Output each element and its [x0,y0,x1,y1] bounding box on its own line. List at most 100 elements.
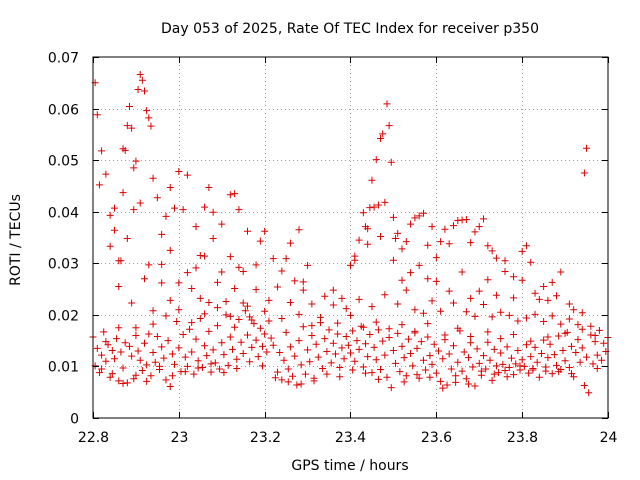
data-point [439,384,447,392]
data-point [106,211,114,219]
data-point [201,252,209,260]
data-point [235,263,243,271]
data-points [89,71,612,397]
data-point [162,212,170,220]
data-point [484,328,492,336]
data-point [265,296,273,304]
data-point [527,258,535,266]
data-point [383,373,391,381]
data-point [424,320,432,328]
data-point [147,372,155,380]
data-point [158,230,166,238]
data-point [297,380,305,388]
data-point [432,369,440,377]
data-point [497,349,505,357]
data-point [162,376,170,384]
data-point [548,278,556,286]
data-point [205,183,213,191]
data-point [598,356,606,364]
data-point [269,255,277,263]
data-point [149,320,157,328]
data-point [128,124,136,132]
data-point [181,353,189,361]
data-point [175,306,183,314]
data-point [415,212,423,220]
data-point [220,351,228,359]
data-point [132,324,140,332]
data-point [306,358,314,366]
data-point [467,339,475,347]
data-point [392,359,400,367]
data-point [587,322,595,330]
data-point [482,365,490,373]
data-point [231,190,239,198]
data-point [593,351,601,359]
data-point [349,366,357,374]
data-point [432,254,440,262]
data-point [514,346,522,354]
data-point [580,382,588,390]
data-point [267,334,275,342]
data-point [205,298,213,306]
y-tick-label: 0.07 [48,51,79,67]
data-point [492,362,500,370]
data-point [398,342,406,350]
x-tick-label: 23.6 [421,430,452,446]
data-point [276,349,284,357]
data-point [570,306,578,314]
data-point [578,344,586,352]
data-point [480,352,488,360]
data-point [561,357,569,365]
data-point [95,369,103,377]
data-point [389,346,397,354]
data-point [132,331,140,339]
data-point [359,209,367,217]
data-point [132,157,140,165]
data-point [213,322,221,330]
data-point [555,368,563,376]
data-point [540,336,548,344]
data-point [151,358,159,366]
data-point [295,310,303,318]
data-point [209,208,217,216]
data-point [407,269,415,277]
data-point [110,204,118,212]
data-point [115,377,123,385]
data-point [499,360,507,368]
data-point [168,372,176,380]
data-point [419,309,427,317]
data-point [555,332,563,340]
data-point [344,341,352,349]
data-point [231,323,239,331]
data-point [529,366,537,374]
data-point [372,318,380,326]
data-point [544,333,552,341]
data-point [319,364,327,372]
data-point [173,318,181,326]
data-point [516,362,524,370]
data-point [417,338,425,346]
data-point [213,278,221,286]
data-point [218,220,226,228]
data-point [183,269,191,277]
data-point [125,103,133,111]
data-point [411,306,419,314]
data-point [201,310,209,318]
data-point [98,351,106,359]
data-point [340,355,348,363]
data-point [156,362,164,370]
data-point [192,335,200,343]
data-point [166,246,174,254]
data-point [321,335,329,343]
data-point [518,356,526,364]
data-point [383,100,391,108]
data-point [374,326,382,334]
data-point [145,261,153,269]
data-point [168,350,176,358]
data-point [123,122,131,130]
data-point [192,223,200,231]
data-point [473,345,481,353]
data-point [164,337,172,345]
data-point [400,378,408,386]
data-point [411,214,419,222]
